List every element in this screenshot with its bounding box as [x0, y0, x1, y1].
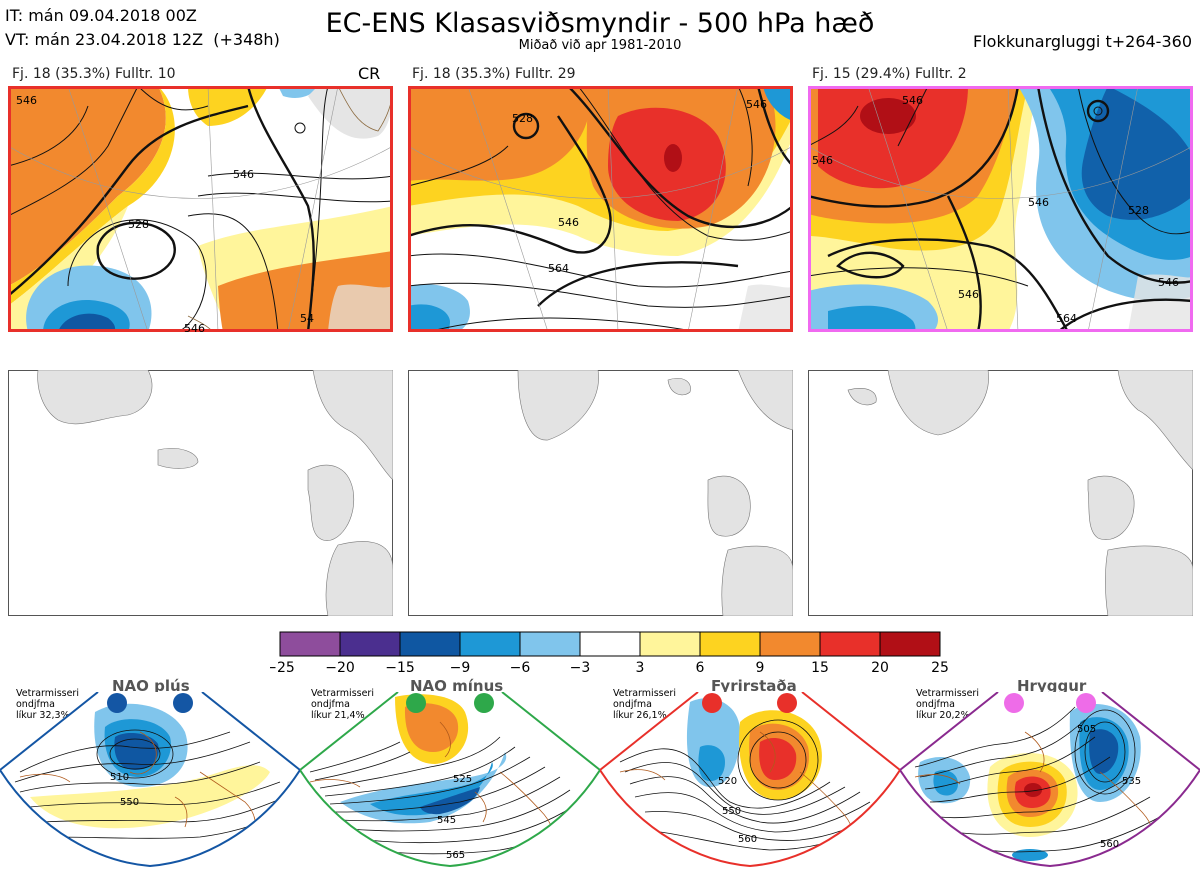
contour-label: 546	[16, 94, 37, 107]
colorbar-swatch	[759, 631, 821, 657]
regime-ridge-note: Vetrarmisseri ondjfma líkur 20,2%	[916, 688, 979, 721]
empty-map-3	[808, 370, 1193, 616]
colorbar-swatch	[279, 631, 341, 657]
valid-time: VT: mán 23.04.2018 12Z (+348h)	[5, 30, 280, 49]
cluster-map-3: 546 546 546 528 546 564 546	[808, 86, 1193, 332]
colorbar-swatch	[459, 631, 521, 657]
regime-dot	[173, 693, 193, 713]
init-time: IT: mán 09.04.2018 00Z	[5, 6, 197, 25]
contour-label: 54	[300, 312, 314, 325]
regime-blocking-title: Fyrirstaða	[711, 677, 797, 695]
contour-label: 528	[512, 112, 533, 125]
colorbar-swatch	[339, 631, 401, 657]
regime-ridge-title: Hryggur	[1017, 677, 1087, 695]
regime-nao-plus-note: Vetrarmisseri ondjfma líkur 32,3%	[16, 688, 79, 721]
regime-map-blocking: 520 550 560	[600, 692, 900, 868]
contour-label: 545	[437, 815, 456, 826]
contour-label: 546	[233, 168, 254, 181]
panel-1-label: Fj. 18 (35.3%) Fulltr. 10	[12, 66, 176, 82]
colorbar-tick-label: 25	[931, 660, 949, 675]
regime-dot	[1076, 693, 1096, 713]
contour-label: 546	[1028, 196, 1049, 209]
page-subtitle: Miðað við apr 1981-2010	[518, 38, 682, 53]
colorbar-swatch	[639, 631, 701, 657]
regime-nao-plus-title: NAO plús	[112, 677, 190, 695]
contour-label: 564	[548, 262, 569, 275]
colorbar-tick-label: −20	[325, 660, 355, 675]
contour-label: 535	[1122, 776, 1141, 787]
contour-label: 546	[558, 216, 579, 229]
contour-label: 550	[722, 806, 741, 817]
contour-label: 528	[128, 218, 149, 231]
colorbar-tick-label: 3	[636, 660, 645, 675]
contour-label: 560	[1100, 839, 1119, 850]
colorbar-swatch	[879, 631, 941, 657]
regime-dot	[1004, 693, 1024, 713]
empty-map-1	[8, 370, 393, 616]
panel-1-tag: CR	[358, 64, 381, 83]
contour-label: 546	[184, 322, 205, 332]
colorbar-tick-label: −6	[510, 660, 531, 675]
contour-label: 560	[738, 834, 757, 845]
regime-dot	[777, 693, 797, 713]
panel-2-label: Fj. 18 (35.3%) Fulltr. 29	[412, 66, 576, 82]
colorbar-swatch	[399, 631, 461, 657]
regime-map-nao-plus: 510 550	[0, 692, 300, 868]
regime-nao-minus-note: Vetrarmisseri ondjfma líkur 21,4%	[311, 688, 374, 721]
regime-dot	[474, 693, 494, 713]
contour-label: 546	[1158, 276, 1179, 289]
colorbar-tick-label: −9	[450, 660, 471, 675]
page-title: EC-ENS Klasasviðsmyndir - 500 hPa hæð	[325, 8, 875, 39]
colorbar-tick-label: −3	[570, 660, 591, 675]
panel-3-label: Fj. 15 (29.4%) Fulltr. 2	[812, 66, 967, 82]
colorbar-swatch	[579, 631, 641, 657]
regime-nao-minus-title: NAO mínus	[410, 677, 504, 695]
regime-map-nao-minus: 525 545 565	[300, 692, 600, 868]
colorbar-tick-label: 9	[756, 660, 765, 675]
contour-label: 550	[120, 797, 139, 808]
colorbar-tick-label: −25	[270, 660, 295, 675]
colorbar-swatch	[519, 631, 581, 657]
cluster-map-1: 546 528 546 546 54	[8, 86, 393, 332]
contour-label: 546	[902, 94, 923, 107]
regime-map-ridge: 505 535 560	[900, 692, 1200, 868]
regime-dot	[107, 693, 127, 713]
contour-label: 528	[1128, 204, 1149, 217]
colorbar-tick-label: −15	[385, 660, 415, 675]
empty-map-2	[408, 370, 793, 616]
contour-label: 546	[958, 288, 979, 301]
contour-label: 564	[1056, 312, 1077, 325]
contour-label: 546	[812, 154, 833, 167]
contour-label: 565	[446, 850, 465, 861]
colorbar-tick-label: 15	[811, 660, 829, 675]
contour-label: 520	[718, 776, 737, 787]
cluster-map-2: 528 546 564 546	[408, 86, 793, 332]
colorbar-swatch	[819, 631, 881, 657]
regime-dot	[702, 693, 722, 713]
contour-label: 525	[453, 774, 472, 785]
colorbar: −25 −20 −15 −9 −6 −3 3 6 9 15 20 25	[270, 631, 949, 675]
regime-dots	[107, 693, 1096, 713]
contour-label: 505	[1077, 724, 1096, 735]
regime-dot	[406, 693, 426, 713]
regime-blocking-note: Vetrarmisseri ondjfma líkur 26,1%	[613, 688, 676, 721]
colorbar-swatch	[699, 631, 761, 657]
contour-label: 510	[110, 772, 129, 783]
colorbar-tick-label: 6	[696, 660, 705, 675]
contour-label: 546	[746, 98, 767, 111]
classification-window: Flokkunargluggi t+264-360	[973, 32, 1192, 51]
colorbar-tick-label: 20	[871, 660, 889, 675]
